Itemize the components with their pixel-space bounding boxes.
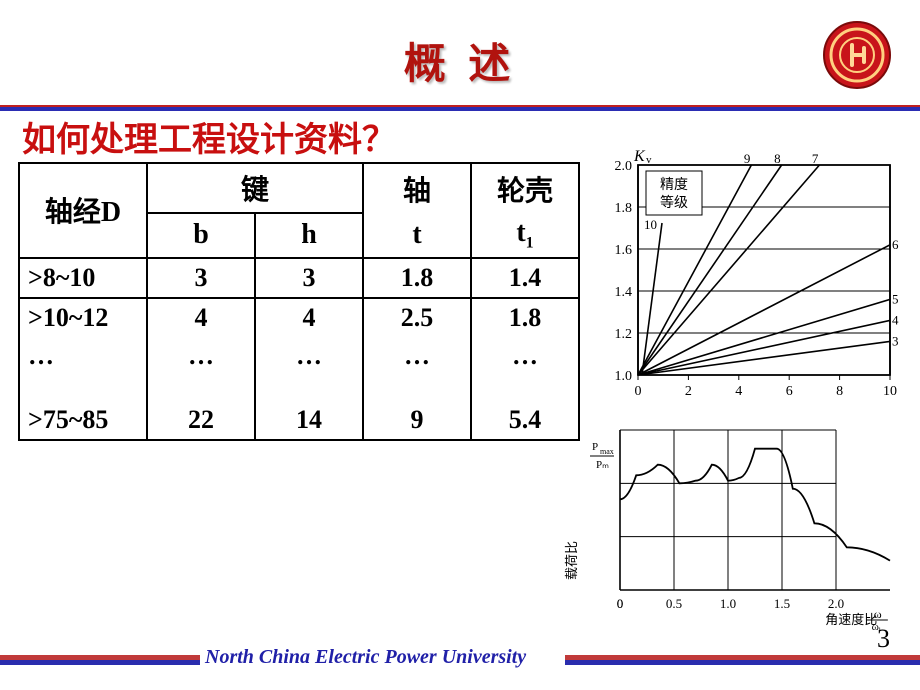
slide: 概 述 如何处理工程设计资料？ 轴经D 键 轴 轮壳 b h t t1 [0,0,920,690]
svg-text:6: 6 [892,237,899,252]
svg-text:2: 2 [685,384,692,399]
table-row: >8~10 3 3 1.8 1.4 [19,258,579,298]
svg-text:2.0: 2.0 [828,596,844,611]
th-t: t [363,213,471,258]
footer-bar-right [565,655,920,665]
page-title: 概 述 [0,0,920,91]
footer-bar-left [0,655,200,665]
svg-text:P: P [592,441,598,453]
svg-text:7: 7 [812,151,819,166]
svg-text:2.0: 2.0 [615,159,633,174]
section-subtitle: 如何处理工程设计资料？ [22,112,396,161]
th-t1: t1 [471,213,579,258]
svg-text:3: 3 [892,333,899,348]
svg-text:5: 5 [892,291,899,306]
svg-text:1.8: 1.8 [615,201,633,216]
svg-text:v: v [646,154,652,166]
svg-text:载荷比: 载荷比 [564,541,579,580]
table-row: >75~85 22 14 9 5.4 [19,375,579,440]
table-row: >10~12 4 4 2.5 1.8 [19,298,579,337]
svg-text:1.2: 1.2 [615,327,633,342]
svg-text:精度: 精度 [660,177,688,193]
th-shaft-diameter: 轴经D [19,163,147,258]
svg-text:0.5: 0.5 [666,596,682,611]
svg-text:1.5: 1.5 [774,596,790,611]
svg-text:6: 6 [786,384,793,399]
table-row: … … … … … [19,337,579,375]
shaft-key-table: 轴经D 键 轴 轮壳 b h t t1 >8~10 3 3 1.8 1.4 >1… [18,162,580,441]
svg-text:8: 8 [836,384,843,399]
svg-text:10: 10 [883,384,897,399]
svg-text:1.6: 1.6 [615,243,633,258]
svg-text:0: 0 [635,384,642,399]
svg-text:等级: 等级 [660,194,688,211]
svg-text:max: max [600,447,614,456]
svg-text:9: 9 [744,151,751,166]
footer: North China Electric Power University [0,646,920,672]
load-ratio-chart: 00.51.01.52.00角速度比ωωᵢ载荷比PmaxPₘ [560,420,900,630]
svg-text:10: 10 [644,217,657,232]
svg-text:4: 4 [735,384,742,399]
university-logo [822,20,892,90]
th-shaft: 轴 [363,163,471,213]
svg-text:1.4: 1.4 [615,285,633,300]
svg-text:K: K [633,148,646,165]
svg-text:ω: ω [874,607,882,621]
th-key: 键 [147,163,363,213]
svg-text:1.0: 1.0 [615,369,633,384]
svg-text:0: 0 [617,596,624,611]
university-name: North China Electric Power University [205,646,526,669]
kv-precision-chart: 1.01.21.41.61.82.002468103456987精度等级10Kv [590,145,900,405]
svg-text:Pₘ: Pₘ [596,459,609,471]
th-hub: 轮壳 [471,163,579,213]
svg-text:4: 4 [892,312,899,327]
svg-text:1.0: 1.0 [720,596,736,611]
th-b: b [147,213,255,258]
header-divider [0,105,920,111]
svg-text:8: 8 [774,151,781,166]
th-h: h [255,213,363,258]
